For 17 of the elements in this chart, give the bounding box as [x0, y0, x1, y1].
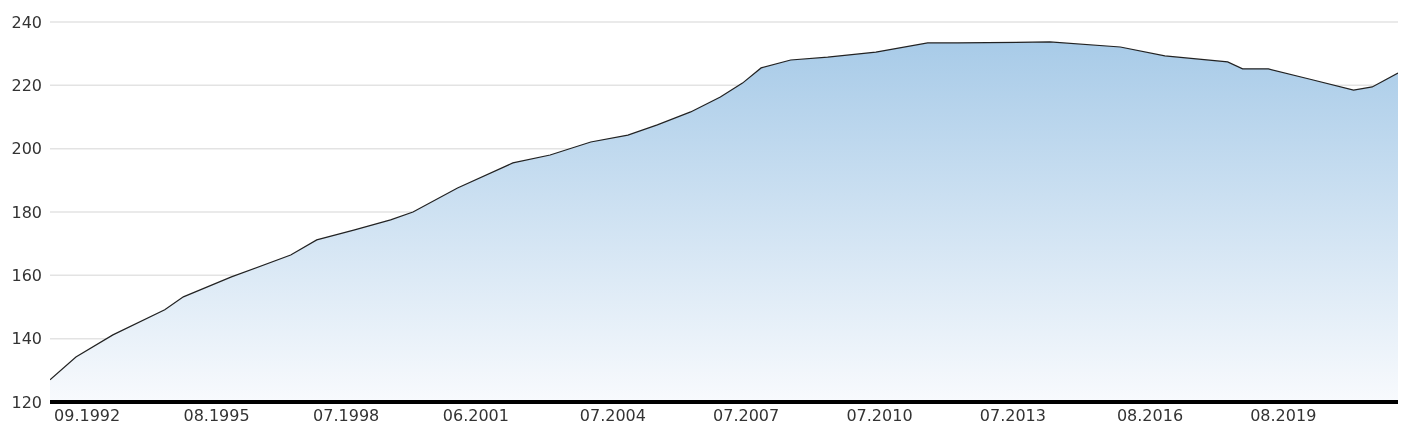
- x-tick-label: 07.2007: [713, 406, 780, 426]
- x-tick-label: 07.1998: [313, 406, 380, 426]
- y-tick-label: 220: [11, 76, 42, 96]
- y-tick-label: 240: [11, 12, 42, 32]
- x-tick-label: 08.2016: [1116, 406, 1184, 426]
- y-tick-label: 120: [11, 392, 42, 412]
- y-tick-label: 140: [11, 329, 42, 349]
- x-tick-label: 08.2019: [1250, 406, 1317, 426]
- x-tick-label: 09.1992: [54, 406, 121, 426]
- y-tick-label: 180: [11, 202, 42, 222]
- y-tick-label: 200: [11, 139, 42, 159]
- x-tick-label: 06.2001: [442, 406, 509, 426]
- x-tick-label: 07.2013: [979, 406, 1046, 426]
- x-tick-label: 08.1995: [183, 406, 250, 426]
- x-tick-label: 07.2004: [579, 406, 646, 426]
- x-tick-label: 07.2010: [846, 406, 913, 426]
- y-tick-label: 160: [11, 266, 42, 286]
